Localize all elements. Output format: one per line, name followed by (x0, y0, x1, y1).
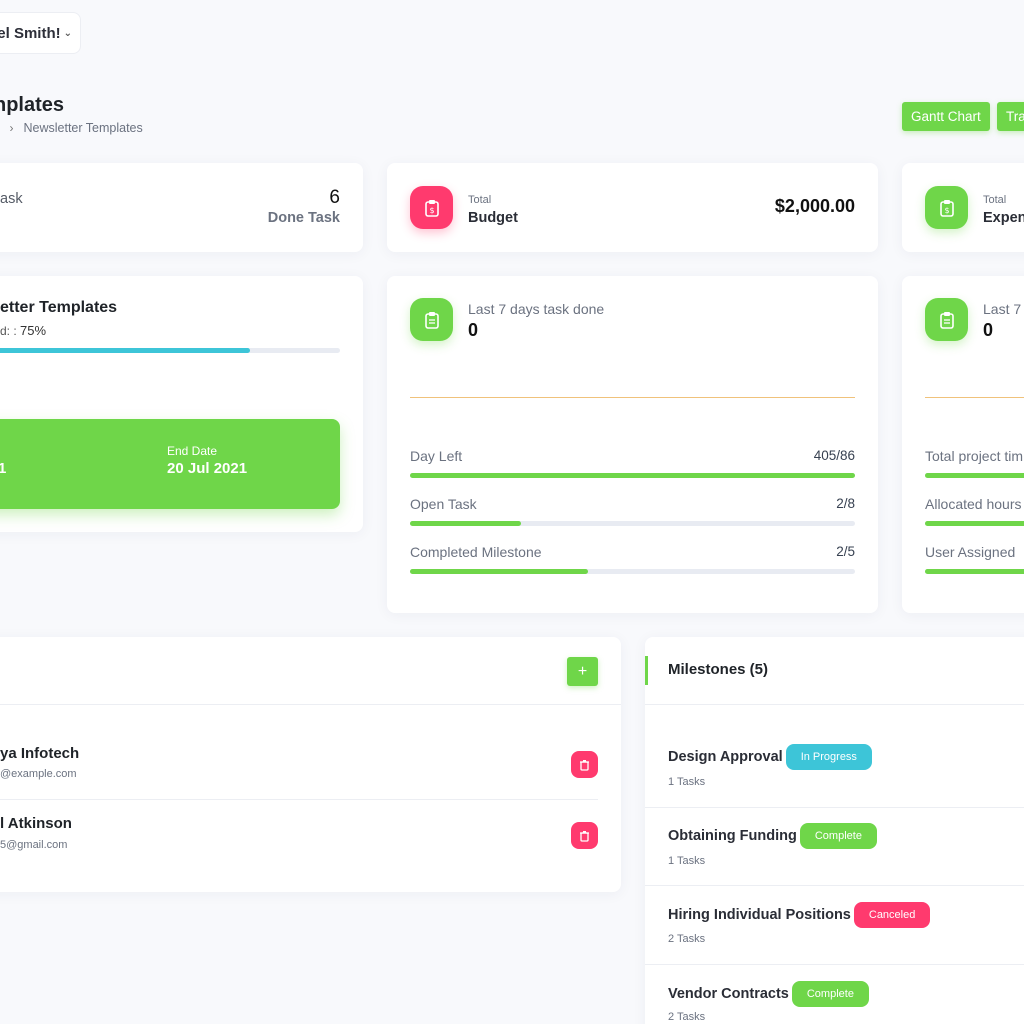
open-task-track (410, 521, 855, 526)
open-task-value: 2/8 (836, 496, 855, 511)
total-project-time-label: Total project tim (925, 448, 1024, 464)
status-badge: Complete (799, 823, 877, 849)
budget-label: Budget (468, 210, 518, 226)
milestone-item[interactable]: Obtaining Funding Complete (668, 823, 877, 849)
budget-small-label: Total (468, 194, 492, 206)
clients-card: + ya Infotech @example.com l Atkinson 5@… (0, 637, 621, 892)
last7-value: 0 (468, 320, 479, 340)
allocated-hours-label: Allocated hours (925, 496, 1022, 512)
add-client-button[interactable]: + (567, 657, 598, 686)
breadcrumb-current: Newsletter Templates (23, 121, 143, 135)
open-task-label: Open Task (410, 496, 477, 512)
chevron-down-icon: ⌄ (63, 27, 72, 39)
svg-text:$: $ (429, 206, 434, 215)
trend-line (925, 397, 1024, 398)
milestone-name: Obtaining Funding (668, 828, 797, 844)
hours-summary-card: Last 7 0 Total project tim Allocated hou… (902, 276, 1024, 613)
chevron-right-icon: › (9, 121, 14, 135)
user-assigned-fill (925, 569, 1024, 574)
divider (645, 807, 1024, 808)
breadcrumb: t › Newsletter Templates (0, 121, 143, 135)
completed-label: d: : (0, 324, 17, 338)
milestone-item[interactable]: Vendor Contracts Complete (668, 981, 869, 1007)
client-name: l Atkinson (0, 815, 72, 832)
end-date-value: 20 Jul 2021 (167, 460, 248, 477)
divider (0, 704, 621, 705)
user-assigned-label: User Assigned (925, 544, 1016, 560)
right-value: 0 (983, 320, 994, 340)
budget-stat-card: $ Total Budget $2,000.00 (387, 163, 878, 252)
project-progress-fill (0, 348, 250, 353)
divider (645, 704, 1024, 705)
day-left-label: Day Left (410, 448, 463, 464)
dates-panel: 1 End Date 20 Jul 2021 (0, 419, 340, 509)
last7-title: Last 7 days task done (468, 301, 605, 317)
divider (645, 964, 1024, 965)
milestone-tasks: 2 Tasks (668, 1011, 706, 1023)
project-progress-track (0, 348, 340, 353)
user-assigned-track (925, 569, 1024, 574)
end-date-label: End Date (167, 444, 218, 458)
clipboard-icon: $ (925, 186, 968, 229)
milestones-card: Milestones (5) Design Approval In Progre… (645, 637, 1024, 1024)
allocated-hours-track (925, 521, 1024, 526)
milestone-name: Design Approval (668, 749, 783, 765)
project-name: etter Templates (0, 299, 118, 316)
status-badge: In Progress (785, 744, 872, 770)
trend-line (410, 397, 855, 398)
start-date-value: 1 (0, 460, 7, 477)
gantt-chart-button[interactable]: Gantt Chart (902, 102, 990, 131)
milestone-tasks: 1 Tasks (668, 776, 706, 788)
user-menu[interactable]: el Smith! ⌄ (0, 12, 81, 54)
clipboard-icon: $ (410, 186, 453, 229)
project-card: etter Templates d: : 75% 1 End Date 20 J… (0, 276, 363, 532)
budget-value: $2,000.00 (774, 196, 855, 216)
clipboard-icon (925, 298, 968, 341)
svg-text:$: $ (944, 206, 949, 215)
completed-milestone-track (410, 569, 855, 574)
page-title: nplates (0, 94, 65, 116)
completed-pct: 75% (20, 323, 47, 338)
section-accent (645, 656, 648, 685)
client-email: 5@gmail.com (0, 839, 68, 851)
trash-icon[interactable] (571, 822, 598, 849)
milestone-tasks: 2 Tasks (668, 933, 706, 945)
tasks-summary-card: Last 7 days task done 0 Day Left 405/86 … (387, 276, 878, 613)
status-badge: Complete (791, 981, 869, 1007)
right-title: Last 7 (983, 301, 1022, 317)
client-name: ya Infotech (0, 745, 80, 762)
day-left-fill (410, 473, 855, 478)
open-task-fill (410, 521, 522, 526)
done-label: Done Task (267, 210, 340, 226)
expense-label: Expen (983, 210, 1024, 226)
divider (0, 799, 598, 800)
clipboard-icon (410, 298, 453, 341)
completed-milestone-fill (410, 569, 588, 574)
completed-milestone-label: Completed Milestone (410, 544, 542, 560)
milestone-name: Hiring Individual Positions (668, 907, 851, 923)
status-badge: Canceled (853, 902, 931, 928)
tracker-button[interactable]: Tra (997, 102, 1024, 131)
client-email: @example.com (0, 768, 77, 780)
expense-small-label: Total (983, 194, 1007, 206)
user-greeting: el Smith! (0, 24, 61, 42)
total-project-time-fill (925, 473, 1024, 478)
milestones-title: Milestones (5) (668, 661, 769, 678)
day-left-track (410, 473, 855, 478)
day-left-value: 405/86 (813, 448, 855, 463)
milestone-item[interactable]: Hiring Individual Positions Canceled (668, 902, 931, 928)
milestone-item[interactable]: Design Approval In Progress (668, 744, 872, 770)
completed-milestone-value: 2/5 (836, 544, 855, 559)
milestone-name: Vendor Contracts (668, 986, 789, 1002)
allocated-hours-fill (925, 521, 1024, 526)
divider (645, 885, 1024, 886)
project-completed-label: d: : 75% (0, 323, 46, 338)
task-label: ask (0, 191, 23, 207)
expense-stat-card: $ Total Expen (902, 163, 1024, 252)
milestone-tasks: 1 Tasks (668, 855, 706, 867)
total-project-time-track (925, 473, 1024, 478)
task-stat-card: ask 6 Done Task (0, 163, 363, 252)
done-count: 6 (329, 187, 340, 208)
trash-icon[interactable] (571, 751, 598, 778)
